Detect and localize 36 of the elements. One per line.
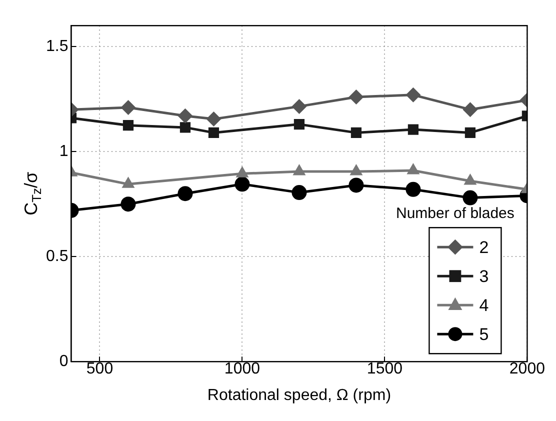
y-tick-label: 1 (59, 143, 68, 160)
point (178, 108, 193, 124)
x-axis-title: Rotational speed, Ω (rpm) (207, 386, 392, 404)
point (206, 112, 222, 127)
x-tick-label: 1000 (224, 360, 260, 378)
point (292, 98, 307, 114)
point (120, 100, 136, 115)
point (348, 90, 364, 104)
legend-label: 4 (479, 296, 489, 315)
legend-label: 3 (479, 266, 489, 286)
point (178, 186, 193, 202)
legend-title: Number of blades (396, 205, 514, 222)
point (234, 176, 250, 192)
point (348, 178, 364, 193)
point (462, 102, 478, 118)
point (462, 190, 478, 206)
y-axis-title: CTz/σ (20, 172, 44, 216)
point (180, 122, 191, 133)
y-tick-label: 0.5 (46, 248, 68, 266)
x-tick-label: 2000 (509, 360, 546, 378)
point (208, 127, 220, 138)
point (408, 124, 419, 135)
legend-label: 2 (479, 238, 489, 257)
point (350, 127, 362, 138)
y-tick-label: 0 (59, 353, 68, 370)
point (292, 185, 307, 200)
point (122, 120, 134, 131)
point (464, 127, 476, 138)
point (406, 182, 421, 197)
point (120, 196, 136, 212)
x-tick-label: 500 (86, 360, 114, 378)
point (294, 118, 305, 130)
legend-label: 5 (479, 324, 489, 344)
y-tick-label: 1.5 (46, 38, 68, 56)
point (406, 87, 421, 102)
x-tick-label: 1500 (366, 360, 403, 378)
